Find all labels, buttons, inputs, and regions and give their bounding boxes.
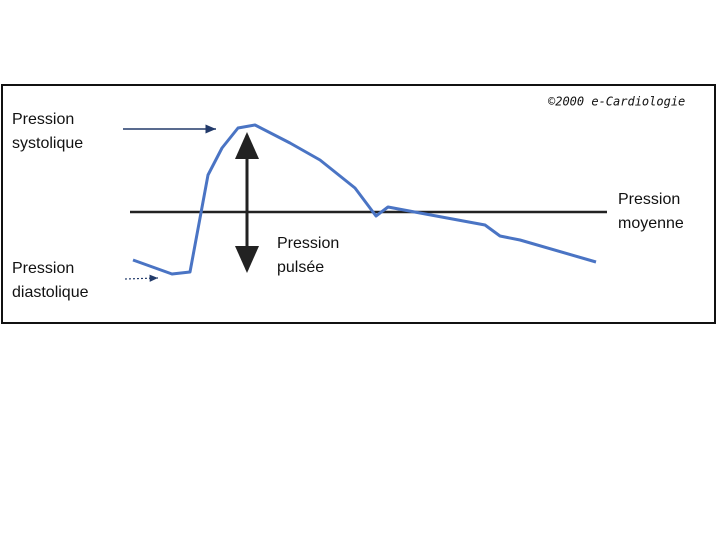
pressure-curve bbox=[132, 123, 597, 276]
pulse-label: Pression bbox=[277, 235, 339, 252]
diastolic-arrow bbox=[124, 274, 159, 282]
systolic-label: systolique bbox=[12, 135, 83, 152]
frame bbox=[1, 84, 716, 324]
copyright: ©2000 e-Cardiologie bbox=[548, 95, 685, 109]
diastolic-label: Pression bbox=[12, 260, 74, 277]
diastolic-label: diastolique bbox=[12, 284, 89, 301]
mean-label: moyenne bbox=[618, 215, 684, 232]
mean-label: Pression bbox=[618, 191, 680, 208]
systolic-label: Pression bbox=[12, 111, 74, 128]
pulse-label: pulsée bbox=[277, 259, 324, 276]
